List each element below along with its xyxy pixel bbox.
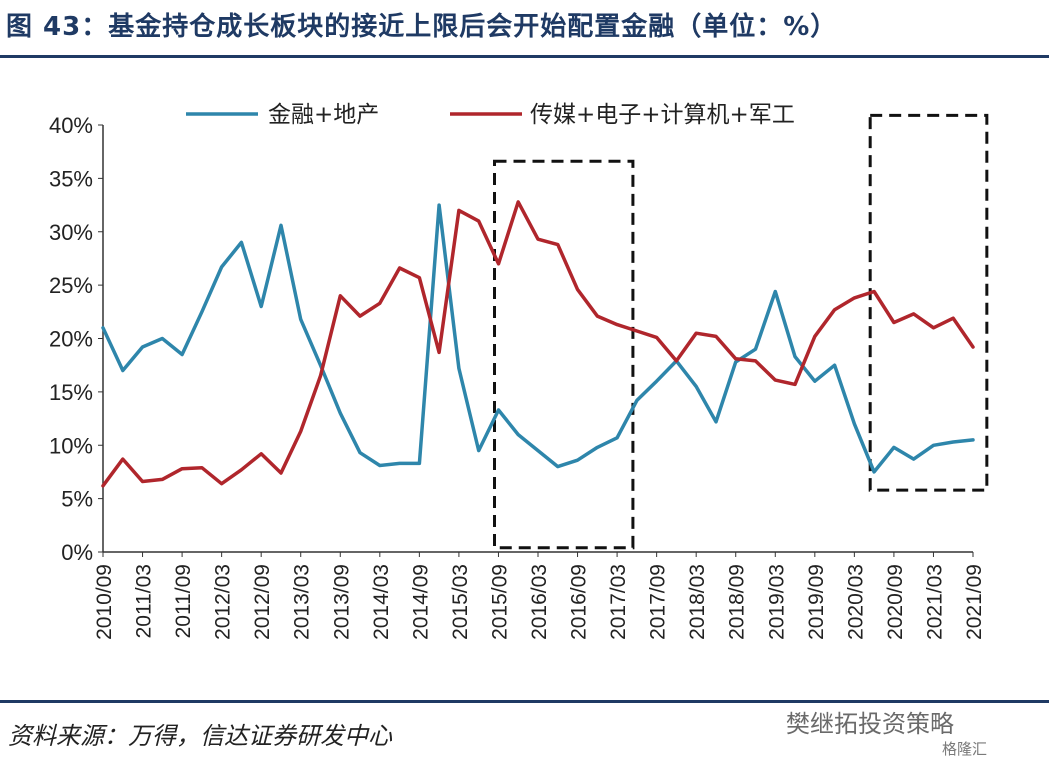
x-tick-label: 2013/03 [291, 564, 314, 640]
x-tick-label: 2011/03 [133, 564, 156, 638]
series-lines [101, 200, 975, 488]
legend-label-1: 金融+地产 [268, 102, 379, 128]
y-tick-label: 35% [49, 166, 93, 191]
x-tick-label: 2021/09 [963, 564, 986, 640]
x-tick-label: 2016/09 [568, 564, 591, 640]
source-note: 资料来源：万得，信达证券研发中心 [8, 722, 392, 750]
x-tick-label: 2015/03 [449, 564, 472, 640]
x-tick-label: 2011/09 [172, 564, 195, 638]
dashed-highlight-box [493, 159, 635, 550]
x-axis: 2010/09 2011/03 2011/09 2012/03 2012/09 2013/… [93, 551, 986, 640]
x-tick-label: 2012/09 [251, 564, 274, 640]
y-axis: 0% 5% 10% 15% 20% 25% 30% 35% 40% [49, 113, 104, 565]
x-tick-label: 2017/09 [647, 564, 670, 640]
y-tick-label: 15% [49, 380, 93, 405]
x-tick-label: 2018/09 [726, 564, 749, 640]
series-line-2 [101, 200, 975, 488]
footer-rule [0, 700, 1049, 703]
line-chart: 0% 5% 10% 15% 20% 25% 30% 35% 40% 2010/09 2011/03… [49, 102, 989, 640]
y-tick-label: 30% [49, 220, 93, 245]
y-tick-label: 5% [61, 487, 93, 512]
legend-label-2: 传媒+电子+计算机+军工 [530, 102, 795, 128]
y-tick-label: 40% [49, 113, 93, 138]
x-tick-label: 2015/09 [488, 564, 511, 640]
series-line-1 [101, 203, 975, 474]
dashed-highlight-box [868, 113, 989, 492]
x-tick-label: 2016/03 [528, 564, 551, 640]
x-tick-label: 2017/03 [607, 564, 630, 640]
annotation-boxes [493, 113, 989, 550]
x-tick-label: 2019/09 [805, 564, 828, 640]
x-tick-label: 2014/03 [370, 564, 393, 640]
x-tick-label: 2020/09 [884, 564, 907, 640]
x-tick-label: 2013/09 [330, 564, 353, 640]
x-tick-label: 2010/09 [93, 564, 116, 640]
legend: 金融+地产 传媒+电子+计算机+军工 [186, 102, 795, 128]
x-tick-label: 2021/03 [923, 564, 946, 640]
y-tick-label: 10% [49, 433, 93, 458]
chart-title: 图 43：基金持仓成长板块的接近上限后会开始配置金融（单位：%） [6, 12, 838, 42]
y-tick-label: 0% [61, 540, 93, 565]
x-tick-label: 2020/03 [844, 564, 867, 640]
x-tick-label: 2014/09 [409, 564, 432, 640]
y-tick-label: 25% [49, 273, 93, 298]
y-tick-label: 20% [49, 327, 93, 352]
x-tick-label: 2012/03 [212, 564, 235, 640]
watermark-small: 格隆汇 [942, 740, 988, 758]
x-tick-label: 2018/03 [686, 564, 709, 640]
header-rule [0, 55, 1049, 58]
watermark: 樊继拓投资策略 [786, 710, 954, 738]
x-tick-label: 2019/03 [765, 564, 788, 640]
